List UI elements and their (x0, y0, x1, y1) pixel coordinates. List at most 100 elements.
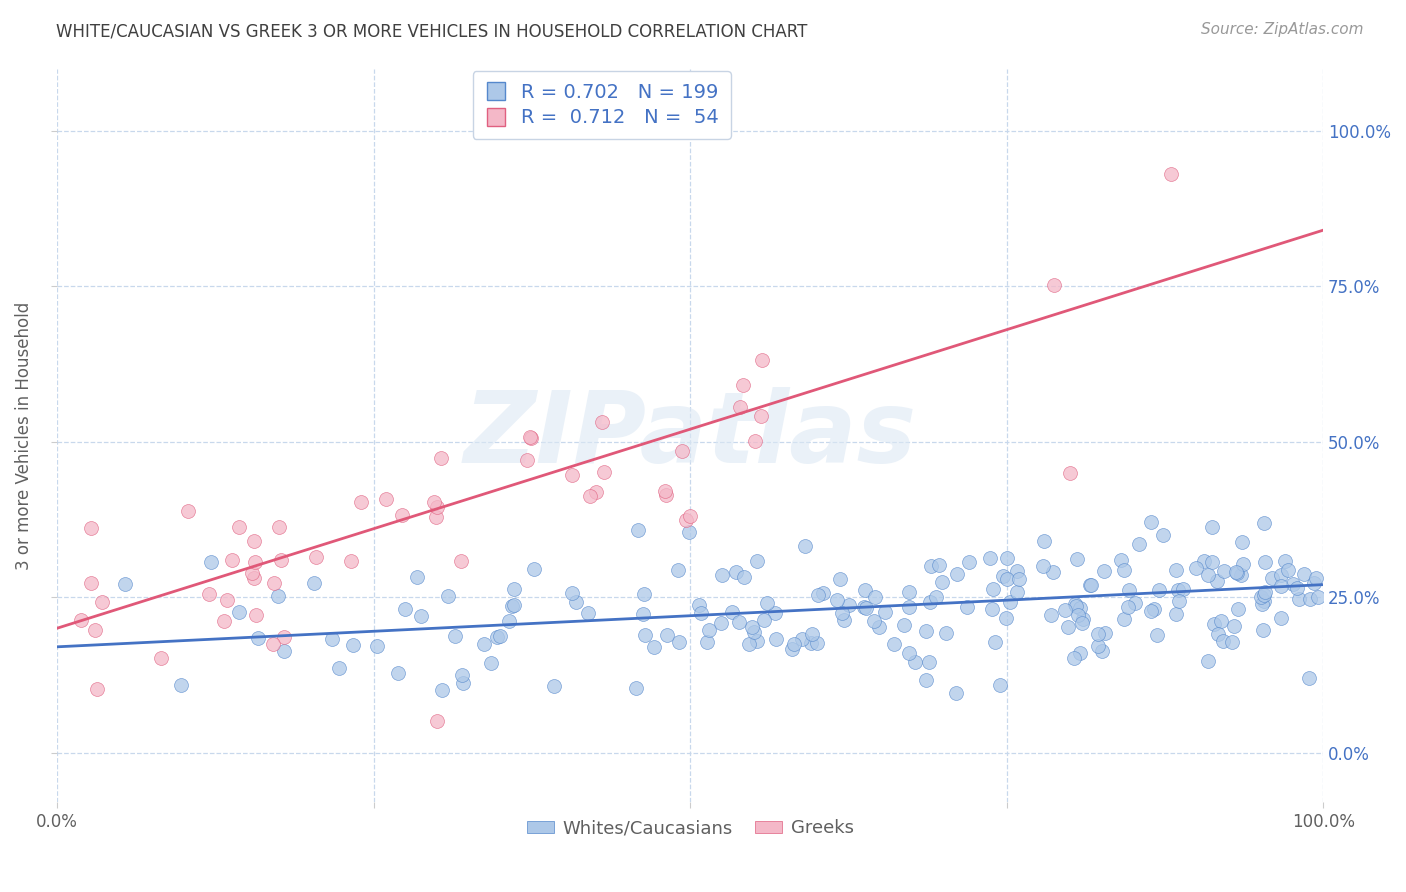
Point (741, 620, 763, 634)
Point (1167, 594, 1189, 608)
Point (1032, 559, 1054, 574)
Point (170, 678, 193, 692)
Point (1229, 568, 1251, 582)
Point (1212, 634, 1234, 648)
Point (945, 567, 967, 582)
Point (745, 554, 768, 568)
Point (1094, 626, 1116, 640)
Point (1299, 592, 1322, 607)
Point (1033, 534, 1056, 549)
Point (302, 575, 325, 590)
Point (855, 601, 877, 615)
Point (1254, 585, 1277, 599)
Text: ZIPatlas: ZIPatlas (464, 387, 917, 483)
Point (1201, 520, 1223, 534)
Point (1308, 590, 1330, 604)
Point (1116, 599, 1139, 614)
Point (520, 431, 543, 445)
Point (1064, 597, 1087, 611)
Point (523, 562, 546, 576)
Point (793, 539, 815, 553)
Point (675, 513, 697, 527)
Point (853, 582, 876, 597)
Point (710, 615, 733, 630)
Point (624, 681, 647, 695)
Point (240, 566, 263, 580)
Point (273, 644, 295, 658)
Point (149, 651, 172, 665)
Point (699, 623, 721, 637)
Point (1064, 599, 1087, 613)
Point (1092, 564, 1115, 578)
Point (1042, 565, 1064, 579)
Point (1087, 627, 1109, 641)
Point (863, 590, 886, 604)
Point (425, 509, 447, 524)
Point (883, 637, 905, 651)
Point (1069, 600, 1091, 615)
Point (897, 585, 920, 599)
Point (270, 553, 292, 567)
Point (423, 495, 446, 509)
Point (898, 599, 921, 614)
Point (751, 352, 773, 367)
Point (792, 632, 814, 647)
Point (212, 614, 235, 628)
Text: Source: ZipAtlas.com: Source: ZipAtlas.com (1201, 22, 1364, 37)
Point (1160, 167, 1182, 181)
Point (988, 678, 1011, 692)
Point (1039, 607, 1062, 622)
Point (429, 451, 451, 466)
Point (375, 491, 398, 506)
Point (1253, 516, 1275, 531)
Point (543, 679, 565, 693)
Point (654, 484, 676, 499)
Point (1091, 644, 1114, 658)
Point (1164, 607, 1187, 622)
Point (502, 598, 524, 612)
Point (994, 611, 1017, 625)
Point (869, 620, 891, 634)
Point (633, 587, 655, 601)
Point (243, 533, 266, 548)
Point (426, 714, 449, 729)
Point (957, 555, 980, 569)
Point (1285, 581, 1308, 595)
Point (979, 550, 1001, 565)
Point (742, 625, 765, 640)
Point (221, 553, 243, 567)
Point (1288, 592, 1310, 607)
Point (262, 637, 284, 651)
Point (1140, 515, 1163, 529)
Point (472, 637, 495, 651)
Point (90, 595, 112, 609)
Point (800, 636, 823, 650)
Point (1118, 582, 1140, 597)
Point (831, 606, 853, 620)
Point (578, 489, 600, 503)
Point (269, 519, 291, 533)
Point (1007, 584, 1029, 599)
Point (918, 595, 941, 609)
Point (1008, 572, 1031, 586)
Point (1274, 554, 1296, 568)
Point (1222, 619, 1244, 633)
Point (561, 467, 583, 482)
Legend: Whites/Caucasians, Greeks: Whites/Caucasians, Greeks (519, 812, 860, 845)
Point (931, 574, 953, 589)
Point (1073, 612, 1095, 626)
Point (935, 625, 957, 640)
Point (731, 378, 754, 392)
Point (342, 638, 364, 652)
Point (1232, 557, 1254, 571)
Point (243, 571, 266, 585)
Point (733, 570, 755, 584)
Point (825, 593, 848, 607)
Point (1251, 623, 1274, 637)
Point (688, 599, 710, 613)
Point (561, 586, 583, 600)
Point (1305, 571, 1327, 585)
Point (728, 615, 751, 629)
Point (728, 401, 751, 415)
Point (305, 549, 328, 564)
